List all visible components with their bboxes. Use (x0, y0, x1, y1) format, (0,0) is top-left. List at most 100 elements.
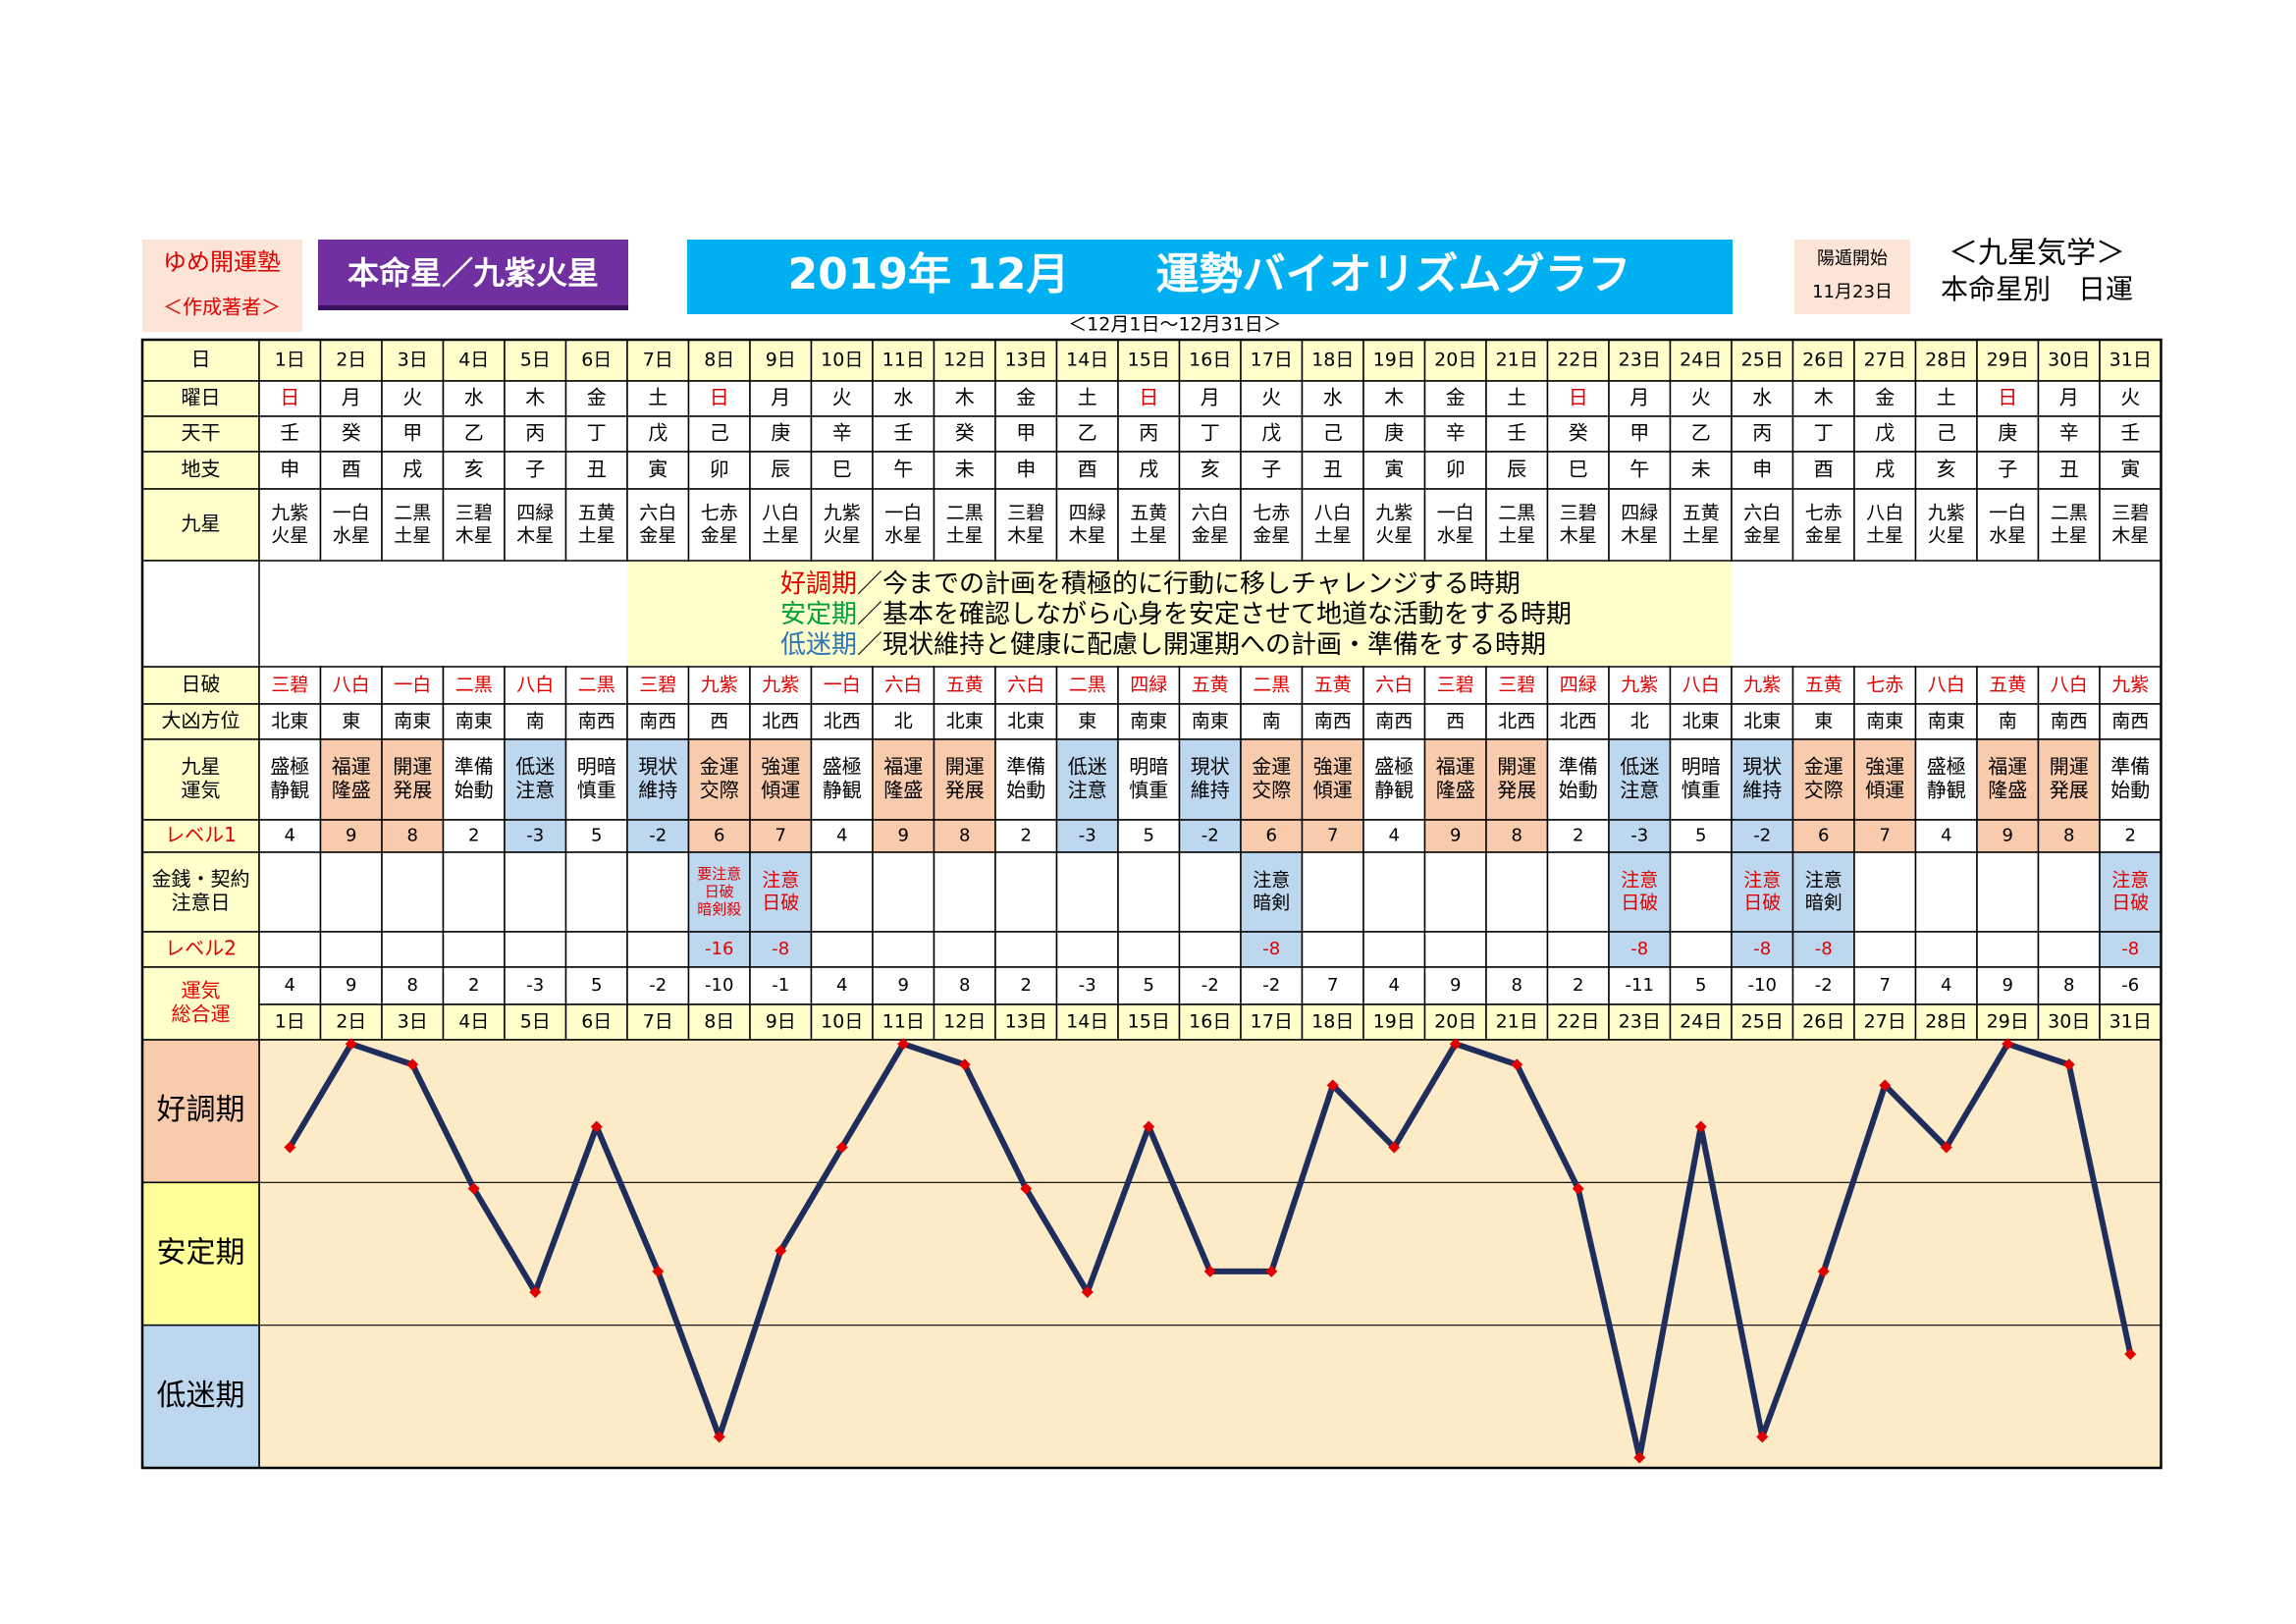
star-cell (1240, 488, 1304, 562)
level1-cell (1976, 819, 2040, 853)
fortune-cell (1117, 738, 1181, 821)
fortune: 維持 (638, 779, 677, 802)
level2-cell (626, 931, 690, 968)
day-break-cell (2099, 666, 2163, 705)
branch: 申 (1016, 458, 1036, 481)
level2-cell (1546, 931, 1610, 968)
stem-cell (1485, 415, 1549, 453)
point (897, 1038, 910, 1051)
period: ＜12月1日～12月31日＞ (1068, 314, 1282, 336)
fortune: 低迷 (1068, 755, 1107, 779)
day-cell (810, 1003, 874, 1041)
caution-cell (319, 851, 383, 933)
star: 金星 (639, 524, 676, 546)
branch: 辰 (1507, 458, 1526, 481)
caution-cell (933, 851, 996, 933)
fortune-cell (1976, 738, 2040, 821)
fortune-cell (1240, 738, 1304, 821)
level2-cell (1178, 931, 1242, 968)
day: 27日 (1864, 350, 1906, 371)
day-cell (2037, 339, 2101, 382)
legend-tag: 低迷期 (780, 630, 857, 660)
day-break: 五黄 (1989, 675, 2026, 696)
branch-cell (1423, 451, 1487, 490)
star: 木星 (1560, 524, 1597, 546)
day-break-cell (2037, 666, 2101, 705)
level1: 2 (468, 826, 479, 846)
fortune: 福運 (1436, 755, 1475, 779)
weekday-cell (1485, 380, 1549, 417)
weekday-cell (1117, 380, 1181, 417)
star-cell (1791, 488, 1855, 562)
day-break: 五黄 (1805, 675, 1842, 696)
total: 4 (1389, 975, 1400, 996)
day-cell (1546, 339, 1610, 382)
band-label: 安定期 (157, 1236, 245, 1271)
caution: 注意 (1621, 870, 1658, 892)
weekday: 火 (402, 386, 422, 409)
weekday: 木 (955, 386, 975, 409)
day: 15日 (1128, 350, 1170, 371)
row-label-cell (141, 451, 260, 490)
day-break: 八白 (1682, 675, 1720, 696)
day: 29日 (1987, 1011, 2029, 1033)
total-cell (1362, 966, 1426, 1005)
level2: -8 (1262, 939, 1280, 959)
day-break: 八白 (333, 675, 370, 696)
day: 5日 (520, 350, 551, 371)
branch-cell (1485, 451, 1549, 490)
day-cell (1914, 1003, 1978, 1041)
caution: 日破 (762, 892, 799, 913)
weekday-cell (1178, 380, 1242, 417)
point (284, 1141, 296, 1154)
day-break: 九紫 (1621, 675, 1658, 696)
fortune-cell (564, 738, 628, 821)
point (1143, 1120, 1155, 1133)
day: 31日 (2109, 1011, 2152, 1033)
star: 二黒 (946, 503, 984, 524)
total: 8 (1512, 975, 1522, 996)
stem: 己 (710, 421, 729, 445)
point (1756, 1431, 1769, 1443)
day-break-cell (442, 666, 506, 705)
star: 九紫 (1375, 503, 1413, 524)
weekday: 水 (893, 386, 913, 409)
total-cell (442, 966, 506, 1005)
day-cell (872, 339, 935, 382)
yoton-box (1794, 240, 1910, 314)
day: 8日 (704, 350, 734, 371)
total: 7 (1327, 975, 1338, 996)
fortune: 注意 (515, 779, 555, 802)
star: 火星 (1375, 524, 1413, 546)
star: 金星 (701, 524, 738, 546)
level1: 8 (1512, 826, 1522, 846)
level1: 7 (775, 826, 786, 846)
total: -2 (649, 975, 667, 996)
level2-cell (749, 931, 813, 968)
stem: 乙 (1078, 421, 1097, 445)
day: 28日 (1925, 350, 1967, 371)
level2-cell (381, 931, 445, 968)
caution-cell (258, 851, 322, 933)
caution: 注意 (1805, 870, 1842, 892)
bad-direction: 南西 (2111, 711, 2149, 732)
fortune: 慎重 (1682, 779, 1721, 802)
star: 水星 (884, 524, 922, 546)
weekday-cell (994, 380, 1058, 417)
weekday: 火 (1261, 386, 1281, 409)
caution: 注意 (762, 870, 799, 892)
day: 31日 (2109, 350, 2152, 371)
level1-cell (1914, 819, 1978, 853)
stem: 甲 (402, 421, 422, 445)
branch-cell (687, 451, 751, 490)
star: 三碧 (2111, 503, 2149, 524)
day-cell (442, 339, 506, 382)
total-cell (1117, 966, 1181, 1005)
branch: 寅 (1384, 458, 1404, 481)
day-break-cell (1976, 666, 2040, 705)
legend-text: ／基本を確認しながら心身を安定させて地道な活動をする時期 (857, 600, 1572, 629)
bad-direction: 南東 (455, 711, 493, 732)
branch: 亥 (1937, 458, 1956, 481)
fortune: 開運 (945, 755, 985, 779)
total: -2 (1815, 975, 1833, 996)
